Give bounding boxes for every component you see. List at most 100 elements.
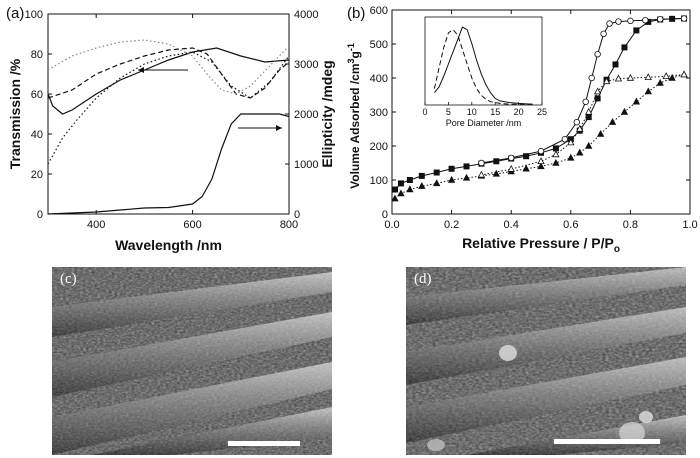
- panel-a: (a) 400 600 800 0 20 40 60 80 100 0 1000 2000 3000 40…: [0, 0, 340, 262]
- marker-triangle: [522, 164, 530, 172]
- marker-triangle: [593, 87, 602, 95]
- marker-triangle: [602, 77, 611, 85]
- inset-x-tick-label: 20: [514, 107, 524, 117]
- y-axis-label-right-a: Ellipticity /mdeg: [319, 60, 335, 167]
- y-tick-label-right-a: 1000: [294, 159, 318, 171]
- marker-triangle: [462, 173, 471, 181]
- marker-circle: [588, 74, 595, 82]
- x-tick-label-a: 600: [183, 219, 201, 231]
- marker-square: [448, 165, 455, 172]
- y-tick-label-b: 0: [382, 209, 388, 221]
- y-tick-label-right-a: 3000: [294, 59, 318, 71]
- marker-square: [523, 153, 530, 160]
- marker-triangle: [662, 72, 670, 79]
- x-axis-label-b: Relative Pressure / P/Po: [462, 235, 620, 255]
- sem-texture-c: [52, 267, 332, 455]
- y-axis-label-b-mid: g: [348, 51, 362, 58]
- marker-circle: [478, 159, 485, 167]
- marker-triangle: [596, 129, 605, 137]
- inset-x-tick-label: 10: [467, 107, 477, 117]
- marker-circle: [600, 30, 607, 37]
- inset-x-axis-label: Pore Diameter /nm: [446, 118, 522, 128]
- marker-circle: [657, 15, 664, 23]
- marker-triangle: [656, 78, 664, 86]
- y-tick-label-right-a: 0: [294, 209, 300, 221]
- marker-triangle: [477, 170, 486, 178]
- x-axis-label-b-sub: o: [614, 244, 620, 255]
- marker-triangle: [608, 118, 617, 125]
- marker-circle: [606, 20, 613, 27]
- marker-triangle: [644, 73, 652, 81]
- marker-triangle: [626, 73, 635, 81]
- panel-c-label: (c): [60, 271, 77, 287]
- marker-square: [391, 186, 398, 193]
- marker-circle: [615, 18, 622, 25]
- marker-triangle: [406, 185, 414, 193]
- marker-triangle: [397, 189, 405, 197]
- y-tick-label-b: 300: [370, 107, 388, 119]
- x-tick-label-b: 0.0: [384, 219, 399, 231]
- x-axis-label-a: Wavelength /nm: [115, 237, 222, 253]
- marker-circle: [582, 98, 589, 105]
- x-tick-label-b: 0.4: [504, 219, 519, 231]
- sem-texture-d: [406, 267, 686, 455]
- marker-triangle: [507, 164, 515, 172]
- series-line-b-2: [394, 74, 685, 200]
- marker-circle: [627, 17, 634, 25]
- marker-square: [552, 145, 559, 152]
- panel-d-label: (d): [414, 271, 432, 287]
- series-line-a-3: [47, 51, 290, 165]
- marker-circle: [573, 118, 580, 126]
- y-axis-label-b-sup2: -1: [346, 43, 356, 51]
- marker-square: [621, 44, 628, 51]
- marker-triangle: [632, 97, 641, 105]
- marker-triangle: [492, 169, 500, 177]
- y-tick-label-b: 100: [370, 175, 388, 187]
- marker-triangle: [447, 175, 456, 183]
- marker-triangle: [585, 141, 593, 149]
- sem-image-d: (d): [406, 267, 686, 455]
- x-tick-label-b: 1.0: [682, 219, 697, 231]
- marker-triangle: [433, 179, 441, 187]
- inset-x-tick-label: 25: [537, 107, 547, 117]
- marker-triangle: [567, 138, 575, 146]
- marker-square: [612, 61, 619, 68]
- marker-square: [493, 158, 500, 165]
- y-tick-label-b: 500: [370, 39, 388, 51]
- marker-triangle: [620, 107, 629, 115]
- marker-square: [397, 180, 404, 187]
- marker-circle: [594, 51, 601, 58]
- y-tick-label-left-a: 60: [31, 89, 43, 101]
- marker-square: [463, 163, 470, 170]
- y-tick-label-b: 400: [370, 73, 388, 85]
- marker-circle: [642, 17, 649, 24]
- series-line-a-2: [47, 39, 290, 95]
- y-tick-label-b: 200: [370, 141, 388, 153]
- y-tick-label-right-a: 4000: [294, 9, 318, 21]
- marker-square: [585, 114, 592, 121]
- marker-triangle: [552, 150, 560, 158]
- inset-series-1: [433, 28, 533, 105]
- y-tick-label-left-a: 0: [37, 209, 43, 221]
- marker-triangle: [567, 153, 575, 161]
- marker-square: [633, 27, 640, 34]
- marker-triangle: [576, 148, 584, 156]
- y-tick-label-left-a: 20: [31, 169, 43, 181]
- arrowhead-right-a: [276, 125, 282, 131]
- marker-triangle: [537, 162, 545, 170]
- x-tick-label-b: 0.6: [563, 219, 578, 231]
- marker-triangle: [668, 73, 676, 81]
- x-tick-label-a: 400: [87, 219, 105, 231]
- y-axis-label-b-main: Volume Adsorbed /cm: [348, 64, 362, 189]
- arrowhead-left-a: [138, 67, 144, 73]
- marker-circle: [680, 15, 688, 22]
- series-line-a-4: [47, 113, 290, 215]
- chart-b: (b) 0.0 0.2 0.4 0.6 0.8 1.0010020030040050060…: [346, 5, 698, 255]
- y-tick-label-b: 600: [370, 5, 388, 17]
- y-axis-label-b-sup1: 3: [346, 58, 356, 63]
- marker-triangle: [418, 181, 426, 189]
- series-line-b-3: [481, 74, 685, 176]
- marker-square: [418, 172, 425, 179]
- inset-x-tick-label: 15: [490, 107, 500, 117]
- panel-b-label: (b): [347, 5, 365, 22]
